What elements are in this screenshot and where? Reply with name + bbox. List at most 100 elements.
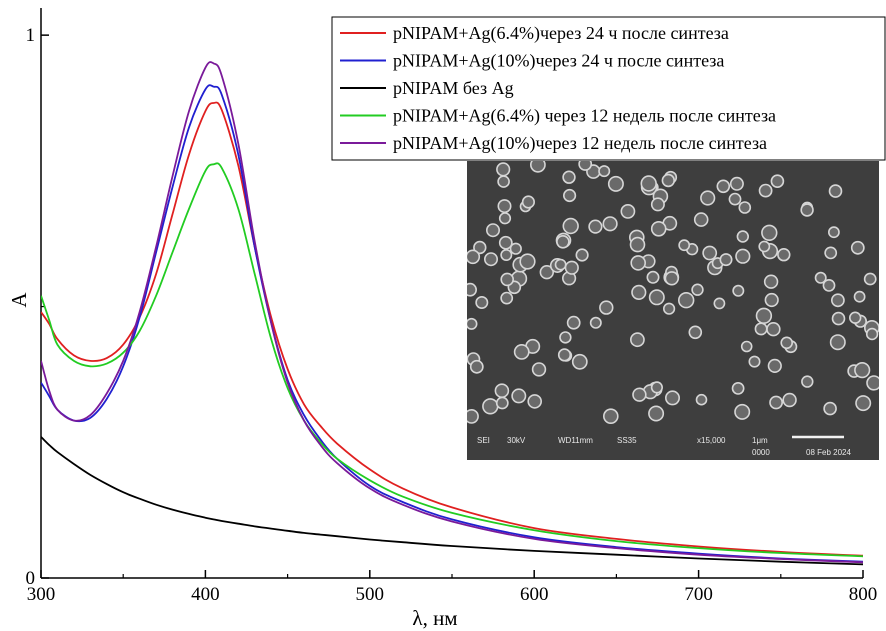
legend-label: pNIPAM+Ag(6.4%) через 12 недель после си… [393, 106, 776, 127]
sem-particle [630, 255, 647, 271]
sem-particle [764, 292, 779, 308]
sem-particle [735, 248, 751, 264]
x-tick-label: 700 [684, 584, 713, 605]
sem-particle [662, 302, 676, 315]
legend-label: pNIPAM+Ag(10%)через 12 недель после синт… [393, 133, 767, 154]
x-tick-label: 400 [191, 584, 220, 605]
sem-particle [770, 174, 785, 188]
series-line-3 [41, 436, 863, 566]
sem-particle [467, 249, 481, 265]
sem-particle [828, 226, 840, 239]
sem-particle [539, 265, 554, 280]
sem-particle [688, 325, 703, 340]
sem-label-sei: SEI [477, 436, 490, 445]
sem-particle [729, 176, 744, 191]
sem-particle [530, 161, 546, 173]
sem-particle [467, 317, 478, 330]
sem-particle [620, 203, 636, 219]
sem-particle [822, 278, 836, 292]
sem-particle [562, 188, 577, 203]
sem-particle [828, 184, 843, 198]
legend: pNIPAM+Ag(6.4%)через 24 ч после синтеза p… [331, 16, 886, 161]
sem-particle [648, 289, 665, 306]
sem-particle [761, 224, 778, 242]
sem-particle [831, 311, 846, 326]
sem-particle [754, 322, 768, 336]
sem-particle [598, 165, 611, 178]
sem-particle [497, 175, 510, 188]
sem-particle [850, 240, 865, 255]
sem-particle [646, 270, 660, 284]
sem-label-ss: SS35 [617, 436, 637, 445]
sem-particle [498, 235, 513, 250]
sem-particle [823, 401, 837, 416]
sem-particle [767, 358, 782, 374]
sem-particle [650, 197, 665, 212]
sem-particle [691, 283, 704, 296]
sem-label-mag: x15,000 [697, 436, 726, 445]
sem-particle [695, 393, 708, 406]
sem-particle [511, 388, 527, 404]
sem-particle [562, 170, 576, 184]
sem-particle [632, 387, 647, 402]
sem-particle [467, 282, 477, 297]
legend-label: pNIPAM+Ag(6.4%)через 24 ч после синтеза [393, 23, 729, 44]
sem-particle [769, 395, 783, 410]
sem-particle [664, 271, 679, 286]
sem-particle [571, 353, 588, 370]
sem-particle [693, 212, 709, 227]
sem-particle [800, 203, 814, 217]
sem-label-scale: 1μm [752, 436, 768, 445]
sem-particle [700, 190, 716, 206]
sem-particle [631, 284, 647, 301]
sem-particle [473, 240, 487, 255]
sem-particle [575, 248, 589, 262]
y-tick-label: 1 [26, 25, 36, 46]
sem-particle [702, 245, 718, 261]
sem-particle [777, 248, 791, 262]
sem-particle [578, 161, 593, 171]
x-tick-label: 300 [27, 584, 56, 605]
sem-particle [755, 307, 773, 324]
sem-particle [677, 292, 695, 309]
x-tick-label: 800 [849, 584, 878, 605]
sem-particle [814, 271, 827, 284]
sem-inset: SEI 30kV WD11mm SS35 x15,000 1μm 0000 08… [467, 161, 879, 460]
sem-particle [497, 199, 512, 214]
sem-particle [556, 235, 570, 249]
y-axis-title: A [7, 292, 31, 308]
sem-label-num: 0000 [752, 448, 770, 457]
sem-particle [559, 331, 572, 344]
sem-particle [848, 311, 862, 324]
axes: 300 400 500 600 700 800 0 1 [26, 8, 878, 605]
sem-particle [469, 359, 484, 374]
sem-particle [738, 201, 752, 214]
y-tick-label: 0 [26, 568, 36, 589]
sem-particle [713, 297, 726, 310]
x-ticks: 300 400 500 600 700 800 [27, 570, 878, 605]
sem-particle [482, 398, 499, 415]
sem-particle [602, 216, 618, 232]
sem-particle [527, 394, 543, 409]
sem-particle [640, 175, 657, 192]
legend-items: pNIPAM+Ag(6.4%)через 24 ч после синтеза p… [340, 23, 776, 154]
x-tick-label: 500 [356, 584, 385, 605]
sem-particle [865, 327, 879, 341]
sem-particle [824, 246, 838, 260]
sem-particle [661, 173, 675, 188]
sem-particle [564, 260, 579, 275]
sem-particle [602, 408, 619, 425]
sem-particle [648, 405, 665, 422]
sem-particle [734, 403, 751, 420]
sem-particle [740, 340, 753, 353]
sem-particle [513, 343, 530, 360]
sem-particle [485, 223, 500, 238]
sem-particle [716, 179, 731, 194]
sem-particles [467, 161, 879, 425]
sem-particle [650, 381, 664, 394]
sem-particle [731, 381, 745, 395]
sem-particle [589, 316, 602, 329]
sem-particle [801, 375, 814, 388]
sem-label-kv: 30kV [507, 436, 526, 445]
